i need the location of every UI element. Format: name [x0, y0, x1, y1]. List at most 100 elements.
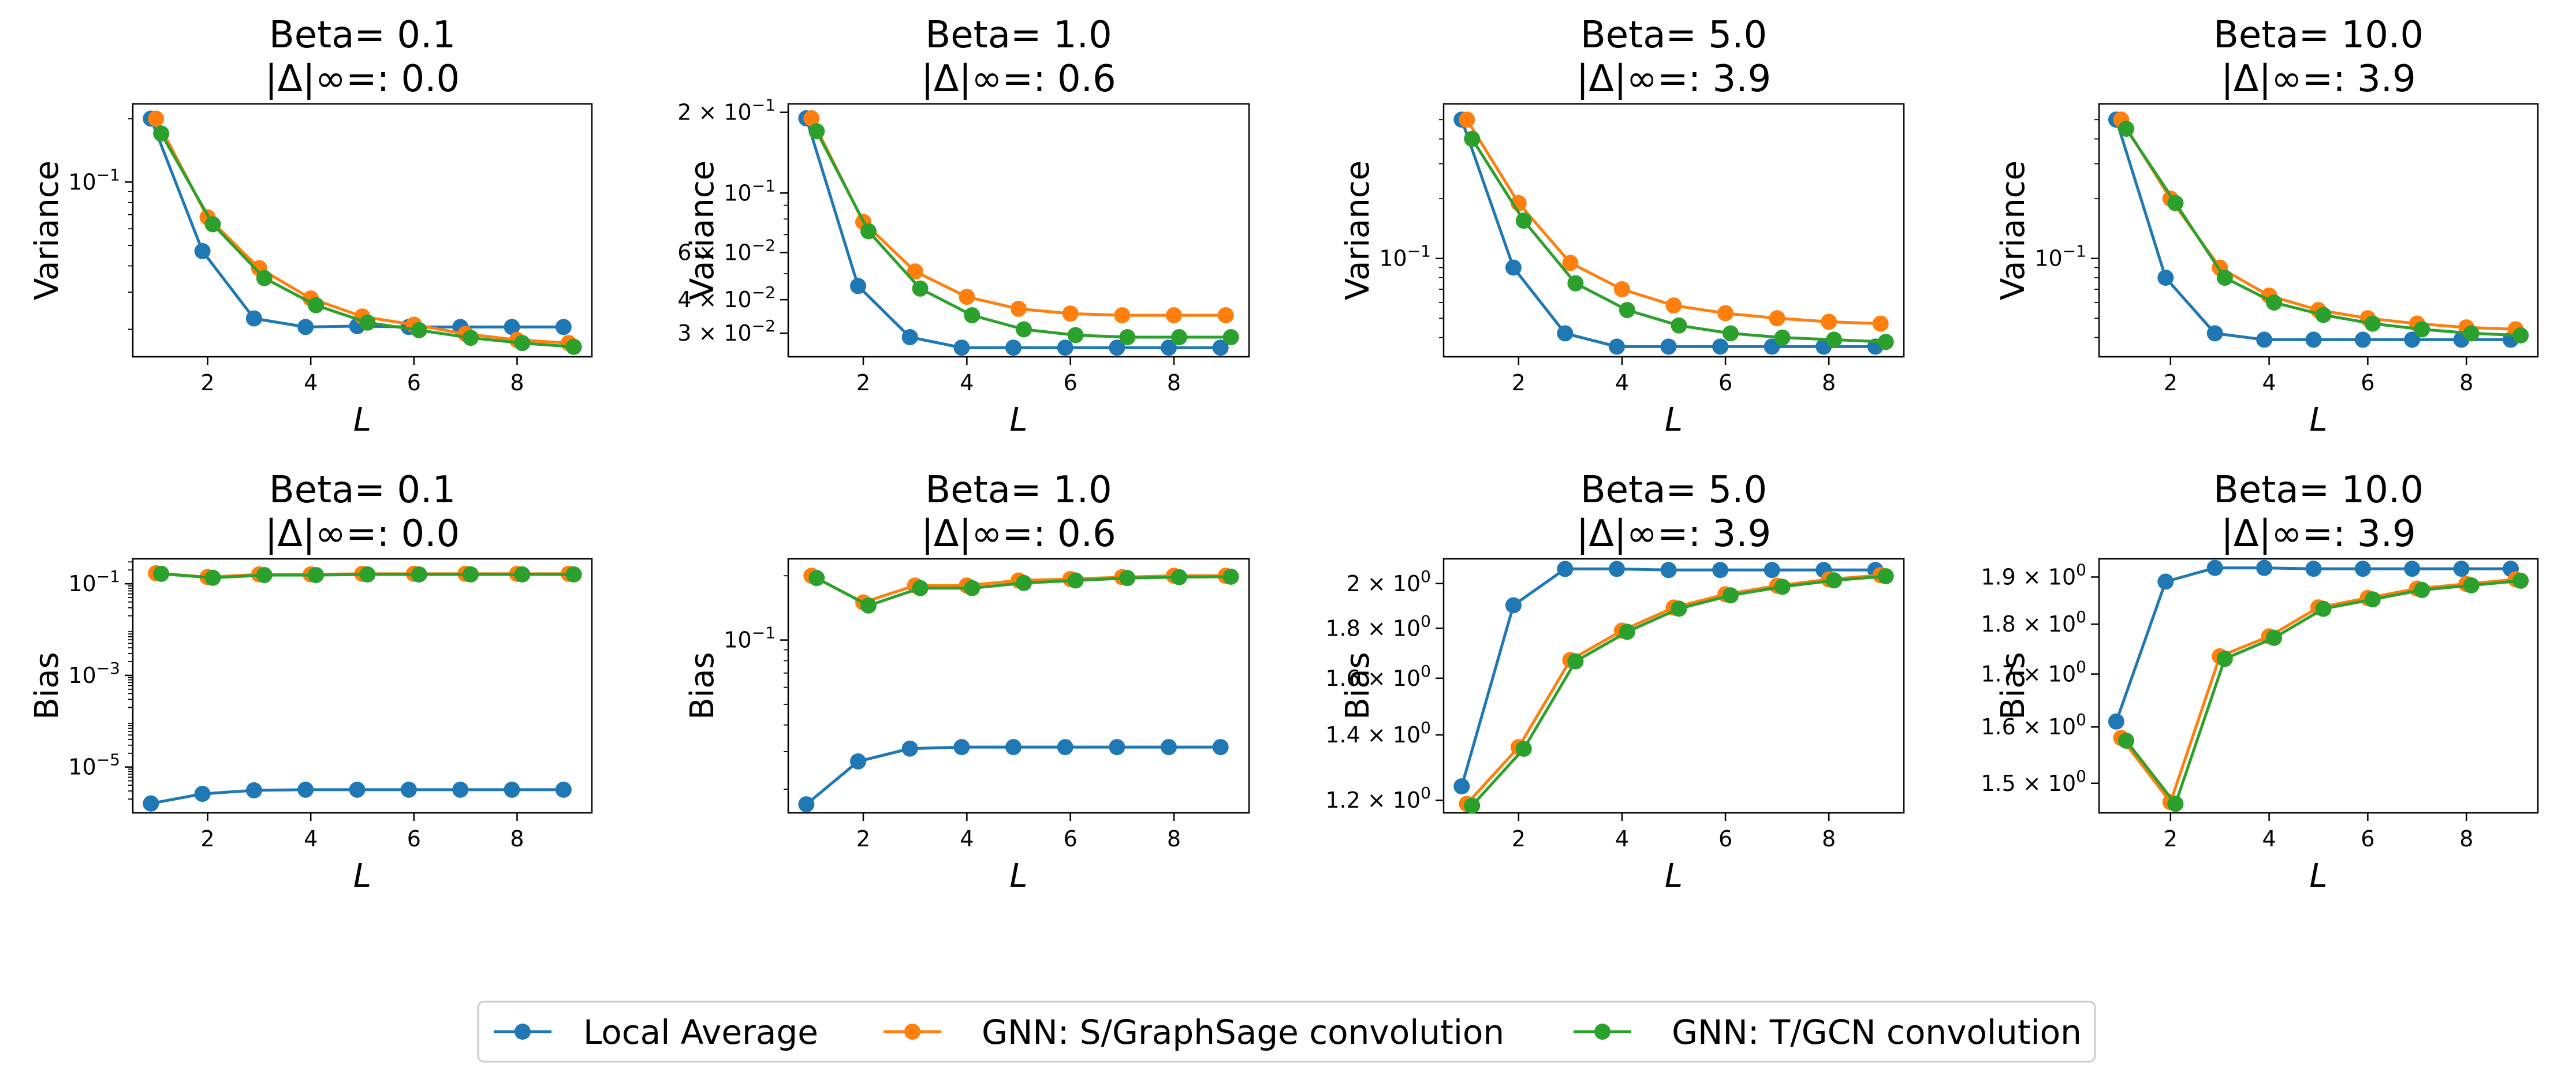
data-point-local [1712, 562, 1729, 578]
x-tick-label: 2 [200, 370, 214, 395]
data-point-gcn [2463, 577, 2480, 593]
data-point-local [1609, 561, 1625, 577]
data-point-local [1609, 338, 1625, 355]
data-point-local [245, 310, 262, 327]
data-point-local [504, 319, 520, 335]
axes-frame [1442, 103, 1905, 358]
data-point-gcn [1016, 574, 1032, 591]
axes-frame [787, 558, 1250, 814]
x-tick-label: 4 [2262, 826, 2276, 852]
x-tick-label: 4 [304, 826, 318, 852]
x-tick-label: 6 [407, 370, 421, 395]
data-point-gcn [256, 270, 273, 286]
data-point-sage [1562, 255, 1579, 271]
data-point-local [1453, 778, 1470, 795]
x-tick-label: 2 [2164, 370, 2178, 395]
panel-4: Beta= 10.0|Δ|∞=: 3.9 L Variance 2 4 6 8 10−1 [1995, 14, 2539, 439]
x-tick-label: 6 [1064, 826, 1078, 852]
panel-title: Beta= 1.0 [925, 14, 1112, 57]
data-point-local [349, 781, 366, 798]
data-point-gcn [308, 567, 325, 584]
data-point-sage [1769, 310, 1785, 327]
data-point-gcn [964, 580, 981, 596]
data-point-sage [1821, 313, 1837, 330]
data-point-gcn [359, 566, 376, 583]
data-point-sage [1665, 297, 1682, 314]
data-point-local [1505, 597, 1522, 614]
y-tick-label: 1.8 × 100 [1981, 607, 2086, 637]
x-tick-label: 6 [1064, 370, 1078, 395]
data-point-gcn [1723, 587, 1739, 604]
data-point-local [194, 243, 211, 259]
data-point-gcn [1222, 329, 1239, 345]
data-point-local [555, 319, 572, 335]
data-point-gcn [2364, 591, 2381, 608]
data-point-sage [1872, 315, 1889, 332]
y-tick-label: 10−1 [68, 567, 120, 596]
y-axis-label: Bias [1995, 652, 2032, 719]
panel-title: Beta= 10.0 [2213, 469, 2424, 512]
data-point-gcn [1067, 327, 1084, 344]
data-point-local [452, 781, 469, 798]
data-point-sage [1717, 305, 1734, 322]
legend-marker-sage [904, 1024, 920, 1040]
data-point-local [194, 786, 211, 802]
x-tick-label: 4 [304, 370, 318, 395]
data-point-gcn [1671, 317, 1687, 334]
data-point-gcn [565, 338, 582, 355]
data-point-gcn [2216, 270, 2233, 286]
data-point-local [1005, 739, 1022, 756]
data-point-gcn [1774, 578, 1791, 595]
y-axis-label: Variance [28, 160, 66, 300]
panel-subtitle: |Δ|∞=: 0.6 [921, 513, 1116, 555]
y-axis-label: Variance [684, 160, 721, 300]
x-tick-label: 8 [1167, 370, 1181, 395]
x-tick-label: 4 [1615, 826, 1629, 852]
data-point-local [1109, 339, 1125, 356]
panel-title: Beta= 5.0 [1580, 469, 1767, 512]
data-point-local [953, 739, 970, 756]
data-point-gcn [2414, 581, 2430, 598]
data-point-local [297, 781, 314, 798]
legend-frame [477, 1000, 2096, 1063]
data-point-gcn [1826, 572, 1843, 589]
y-axis-label: Bias [1339, 652, 1377, 719]
y-axis-label: Bias [684, 652, 721, 719]
x-tick-label: 8 [1167, 826, 1181, 852]
x-axis-label: L [1009, 857, 1027, 895]
y-axis-label: Variance [1995, 160, 2032, 300]
data-point-gcn [1464, 130, 1481, 147]
x-tick-label: 6 [407, 826, 421, 852]
data-point-sage [1062, 305, 1079, 322]
data-point-local [2256, 331, 2273, 348]
y-tick-label: 2 × 100 [1347, 567, 1431, 596]
panel-8: Beta= 10.0|Δ|∞=: 3.9 L Bias 2 4 6 8 1.9 × 100 1.… [1981, 469, 2539, 895]
axes-frame [2098, 103, 2539, 358]
data-point-local [1660, 562, 1677, 578]
x-tick-label: 6 [1718, 370, 1732, 395]
panel-subtitle: |Δ|∞=: 0.0 [265, 58, 460, 100]
x-tick-label: 2 [1512, 826, 1526, 852]
y-axis-label: Variance [1339, 160, 1377, 300]
data-point-gcn [1671, 600, 1687, 617]
x-tick-label: 2 [200, 826, 214, 852]
panel-3: Beta= 5.0|Δ|∞=: 3.9 L Variance 2 4 6 8 10−1 [1339, 14, 1905, 439]
data-point-gcn [2167, 796, 2184, 812]
data-point-local [1212, 339, 1229, 356]
x-tick-label: 2 [856, 370, 870, 395]
data-point-local [1557, 561, 1574, 577]
panel-title: Beta= 0.1 [269, 469, 456, 512]
data-point-local [1505, 259, 1522, 276]
y-tick-label: 10−1 [2034, 242, 2086, 271]
y-axis-label: Bias [28, 652, 66, 719]
axes-frame [1442, 558, 1905, 814]
panel-title: Beta= 10.0 [2213, 14, 2424, 57]
data-point-sage [1114, 307, 1131, 324]
x-tick-label: 6 [2361, 370, 2374, 395]
x-axis-label: L [1665, 857, 1683, 895]
y-tick-label: 10−1 [68, 165, 120, 195]
data-point-local [1161, 339, 1177, 356]
x-axis-label: L [2309, 857, 2327, 895]
data-point-gcn [204, 569, 221, 586]
